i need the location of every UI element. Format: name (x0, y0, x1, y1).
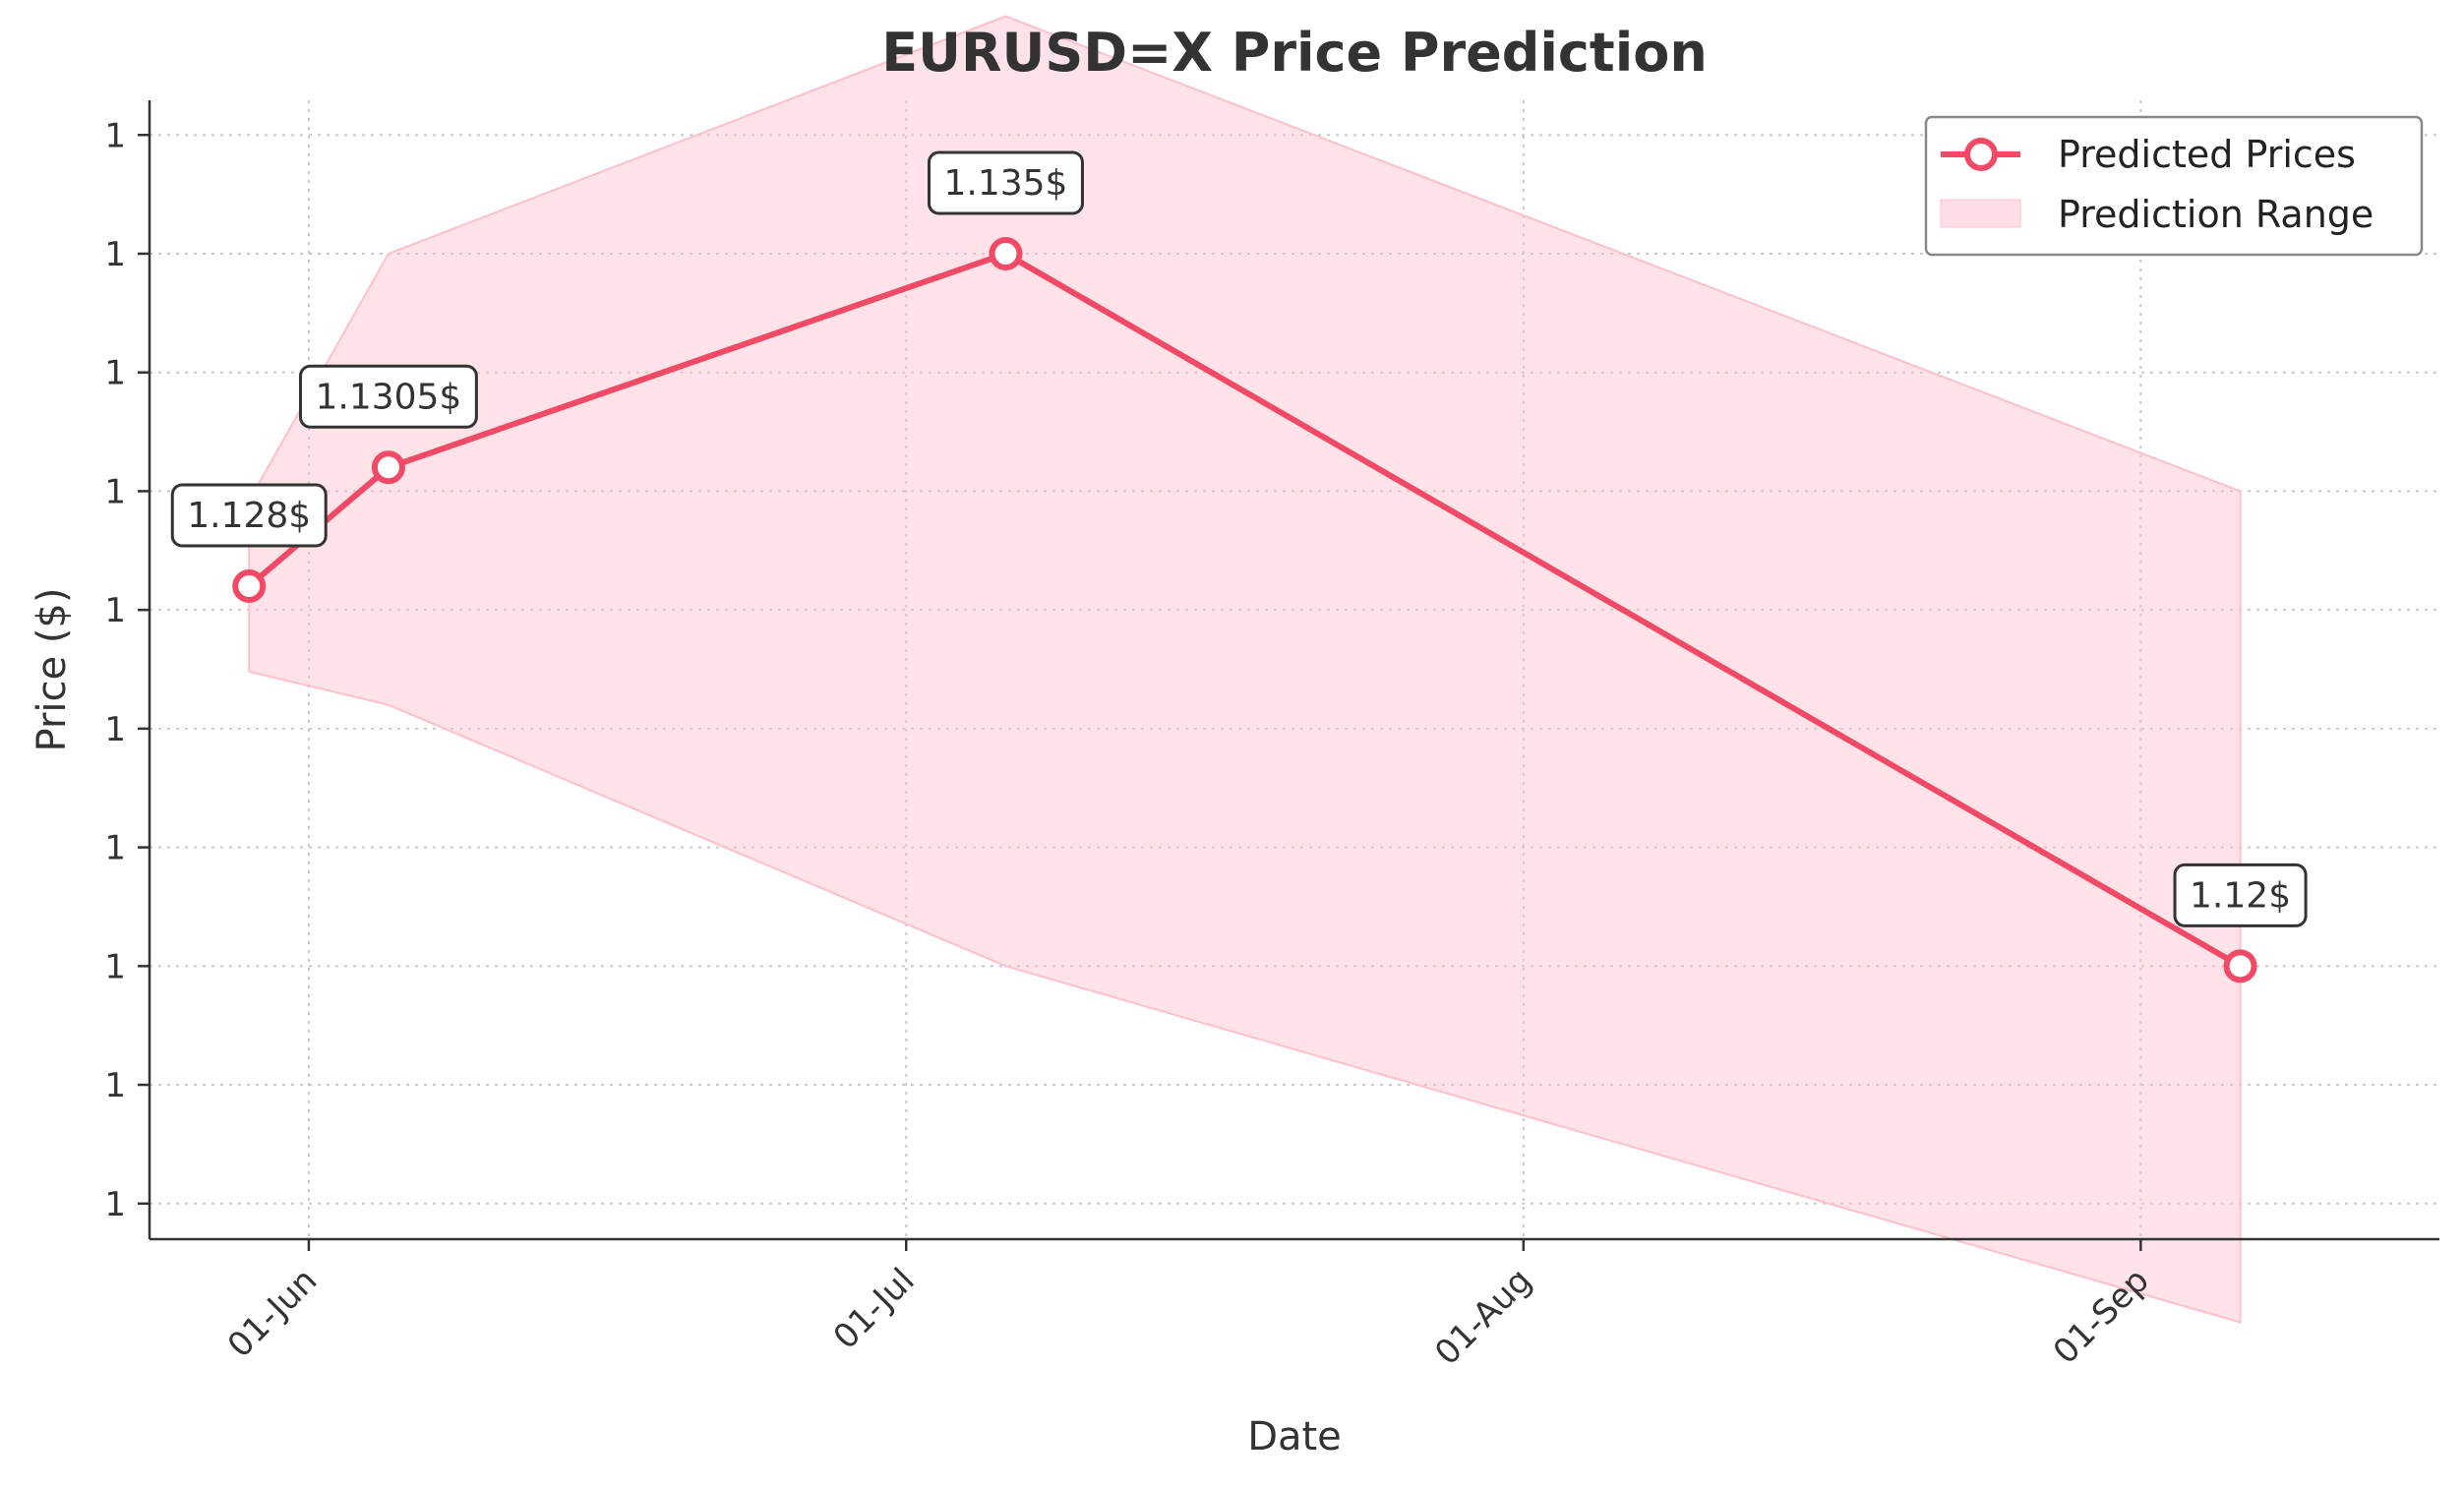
y-axis-label: Price ($) (30, 588, 75, 752)
y-tick-label: 1 (104, 472, 126, 511)
data-label: 1.128$ (187, 496, 311, 536)
y-tick-label: 1 (104, 116, 126, 155)
x-gridlines (307, 100, 2142, 1239)
x-axis-label: Date (1247, 1414, 1342, 1459)
data-label: 1.135$ (943, 163, 1067, 204)
data-label: 1.1305$ (315, 377, 461, 417)
legend: Predicted Prices Prediction Range (1924, 115, 2424, 257)
y-ticks: 1 1 1 1 1 1 1 1 1 1 (104, 116, 150, 1224)
predicted-price-points (232, 236, 2257, 983)
legend-area-swatch (1940, 199, 2021, 228)
legend-entry-predicted-prices: Predicted Prices (2058, 133, 2356, 176)
y-tick-label: 1 (104, 710, 126, 749)
data-point (989, 236, 1023, 270)
data-point (371, 450, 405, 485)
data-point (232, 569, 267, 604)
y-tick-label: 1 (104, 1066, 126, 1105)
y-tick-label: 1 (104, 947, 126, 986)
y-tick-label: 1 (104, 235, 126, 274)
y-tick-label: 1 (104, 591, 126, 630)
data-label-box (927, 150, 1084, 215)
chart-title: EURUSD=X Price Prediction (881, 22, 1708, 84)
data-annotations: 1.128$ 1.1305$ 1.135$ 1.12$ (170, 150, 2308, 927)
y-tick-label: 1 (104, 1185, 126, 1224)
legend-box (1924, 115, 2424, 257)
y-gridlines (150, 134, 2439, 1205)
data-label-box (170, 483, 328, 548)
legend-entry-prediction-range: Prediction Range (2058, 193, 2374, 236)
legend-circle-marker (1964, 138, 1998, 171)
data-label-box (2173, 863, 2308, 927)
data-point (2223, 949, 2257, 983)
data-label-box (298, 364, 478, 429)
y-tick-label: 1 (104, 829, 126, 868)
data-label: 1.12$ (2190, 875, 2291, 916)
axes-spines (148, 100, 2439, 1241)
y-tick-label: 1 (104, 354, 126, 393)
